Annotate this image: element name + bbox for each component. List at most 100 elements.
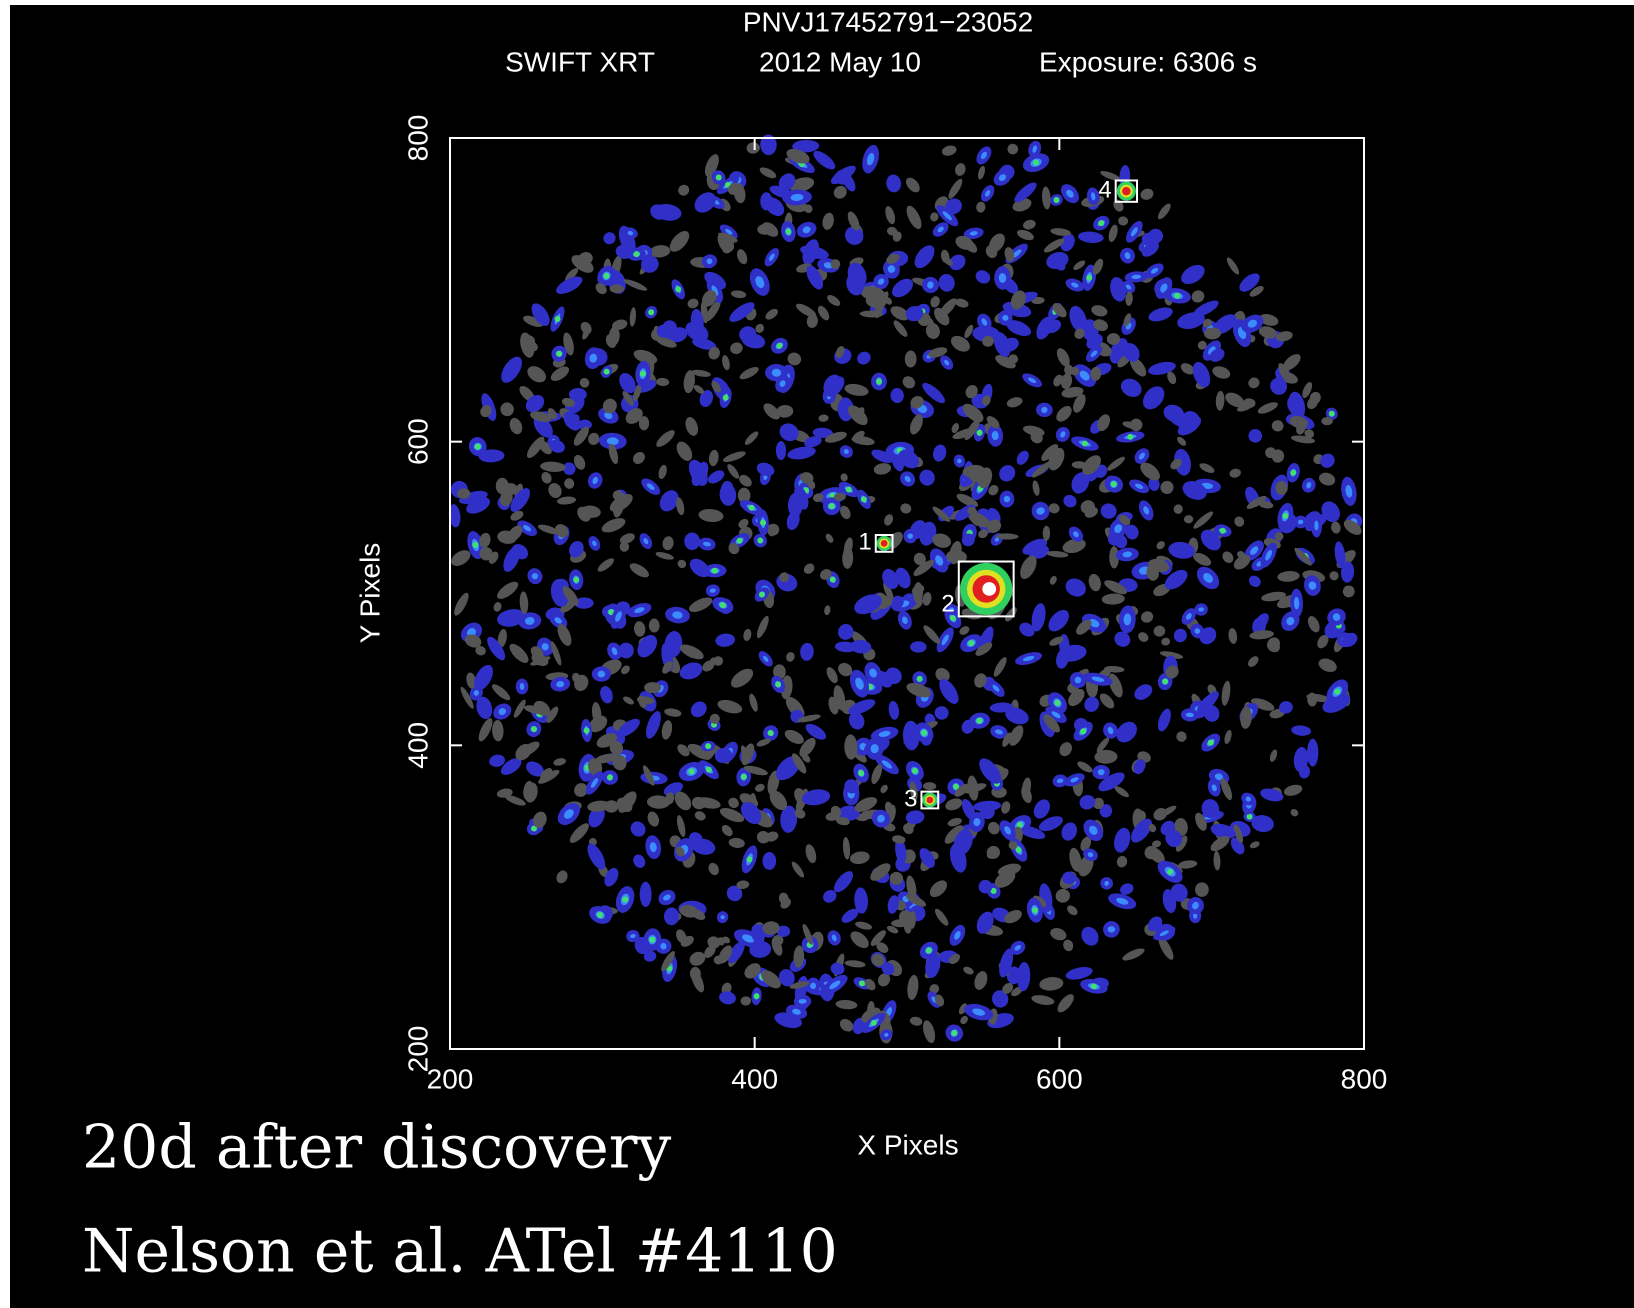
noise: [706, 767, 712, 773]
noise: [892, 596, 904, 609]
noise: [472, 542, 478, 548]
y-tick-label: 600: [402, 418, 433, 465]
noise: [640, 882, 652, 907]
noise: [648, 309, 654, 315]
noise: [754, 993, 760, 999]
noise: [746, 856, 752, 862]
noise: [1098, 220, 1104, 226]
subtitle: 2012 May 10: [759, 46, 921, 77]
noise: [1282, 513, 1288, 519]
noise: [1334, 689, 1340, 695]
source-glow: [881, 540, 888, 547]
noise: [1082, 441, 1088, 447]
noise: [1174, 293, 1180, 299]
annotation: 20d after discovery: [82, 1113, 671, 1183]
noise: [689, 769, 695, 775]
noise: [741, 774, 747, 780]
noise: [531, 726, 537, 732]
x-tick-label: 400: [731, 1063, 778, 1094]
source-label: 3: [904, 785, 917, 812]
noise: [555, 316, 561, 322]
noise: [1107, 333, 1120, 345]
noise: [846, 486, 852, 492]
noise: [584, 728, 590, 734]
noise: [1054, 197, 1060, 203]
noise: [1167, 869, 1173, 875]
noise: [675, 286, 681, 292]
chart-title: PNVJ17452791−23052: [743, 6, 1033, 37]
noise: [737, 538, 743, 544]
source-label: 4: [1098, 176, 1111, 203]
noise: [649, 937, 655, 943]
noise: [926, 947, 932, 953]
noise: [905, 351, 917, 368]
y-tick-label: 800: [402, 115, 433, 162]
noise: [1016, 847, 1022, 853]
noise: [1290, 470, 1296, 476]
source-glow: [1122, 187, 1131, 196]
noise: [1307, 739, 1318, 767]
noise: [597, 912, 603, 918]
source-label: 2: [941, 591, 954, 618]
noise: [1086, 275, 1092, 281]
noise: [1054, 700, 1060, 706]
noise: [475, 444, 481, 450]
noise: [1220, 528, 1226, 534]
noise: [749, 505, 755, 511]
noise: [716, 175, 722, 181]
noise: [876, 379, 882, 385]
noise: [910, 641, 927, 652]
noise: [622, 896, 628, 902]
noise: [775, 681, 781, 687]
noise: [556, 351, 562, 357]
noise: [921, 730, 927, 736]
chart: PNVJ17452791−23052 SWIFT XRT 2012 May 10…: [0, 0, 1634, 1308]
source-glow: [926, 797, 933, 804]
subtitle: Exposure: 6306 s: [1039, 46, 1257, 77]
noise: [760, 520, 766, 526]
noise: [759, 591, 765, 597]
subtitle: SWIFT XRT: [505, 46, 655, 77]
noise: [977, 718, 983, 724]
noise: [1080, 728, 1086, 734]
x-tick-label: 800: [1341, 1063, 1388, 1094]
annotation: Nelson et al. ATel #4110: [82, 1217, 838, 1287]
noise: [1162, 679, 1168, 685]
noise: [1247, 814, 1253, 820]
noise: [829, 503, 835, 509]
noise: [705, 743, 711, 749]
noise: [859, 980, 865, 986]
noise: [1032, 907, 1038, 913]
noise: [640, 371, 646, 377]
y-tick-label: 400: [402, 722, 433, 769]
noise: [871, 1020, 877, 1026]
noise: [720, 602, 726, 608]
noise: [634, 251, 640, 257]
noise: [1091, 983, 1097, 989]
noise: [776, 343, 782, 349]
noise: [603, 273, 609, 279]
noise: [723, 395, 729, 401]
noise: [951, 1030, 957, 1036]
noise: [1195, 882, 1209, 897]
y-axis-label: Y Pixels: [354, 543, 385, 644]
noise: [604, 369, 610, 375]
noise: [607, 774, 613, 780]
noise: [861, 496, 867, 502]
noise: [1111, 481, 1117, 487]
noise: [977, 430, 983, 436]
noise: [573, 577, 579, 583]
noise: [858, 770, 864, 776]
noise: [644, 682, 661, 693]
x-axis-label: X Pixels: [857, 1129, 958, 1160]
noise: [757, 538, 763, 544]
x-tick-label: 200: [427, 1063, 474, 1094]
noise: [768, 730, 774, 736]
noise: [1208, 740, 1214, 746]
source-label: 1: [858, 529, 871, 556]
noise: [1329, 411, 1335, 417]
noise: [1127, 434, 1133, 440]
noise: [830, 577, 836, 583]
noise: [1033, 160, 1039, 166]
y-tick-label: 200: [402, 1026, 433, 1073]
